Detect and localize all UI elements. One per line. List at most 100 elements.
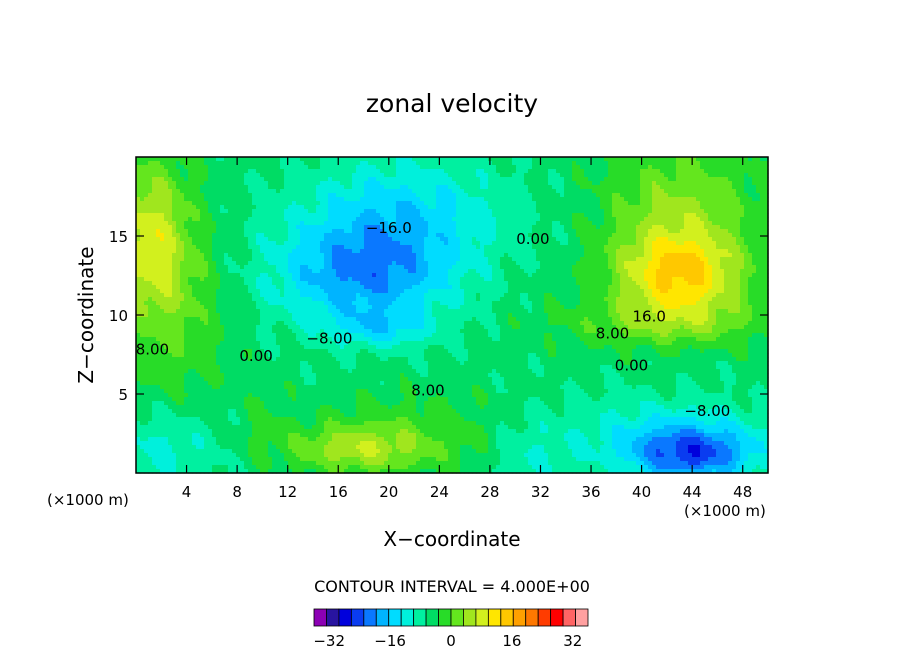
field-cell: [336, 389, 341, 394]
field-cell: [344, 365, 349, 370]
field-cell: [384, 381, 389, 386]
field-cell: [232, 273, 237, 278]
field-cell: [288, 257, 293, 262]
field-cell: [152, 413, 157, 418]
field-cell: [224, 425, 229, 430]
field-cell: [340, 245, 345, 250]
field-cell: [292, 233, 297, 238]
field-cell: [288, 365, 293, 370]
field-cell: [304, 461, 309, 466]
field-cell: [228, 221, 233, 226]
field-cell: [240, 421, 245, 426]
field-cell: [208, 253, 213, 258]
field-cell: [372, 193, 377, 198]
field-cell: [260, 185, 265, 190]
field-cell: [288, 281, 293, 286]
field-cell: [280, 333, 285, 338]
field-cell: [252, 469, 257, 474]
field-cell: [188, 345, 193, 350]
field-cell: [160, 257, 165, 262]
field-cell: [180, 353, 185, 358]
field-cell: [140, 445, 145, 450]
field-cell: [160, 201, 165, 206]
field-cell: [380, 221, 385, 226]
field-cell: [180, 265, 185, 270]
field-cell: [372, 201, 377, 206]
field-cell: [196, 289, 201, 294]
field-cell: [216, 253, 221, 258]
field-cell: [344, 237, 349, 242]
field-cell: [228, 409, 233, 414]
field-cell: [288, 333, 293, 338]
field-cell: [228, 193, 233, 198]
field-cell: [340, 157, 345, 162]
field-cell: [228, 369, 233, 374]
field-cell: [352, 377, 357, 382]
field-cell: [328, 313, 333, 318]
field-cell: [380, 193, 385, 198]
field-cell: [336, 321, 341, 326]
field-cell: [232, 257, 237, 262]
field-cell: [296, 349, 301, 354]
field-cell: [156, 161, 161, 166]
field-cell: [180, 193, 185, 198]
field-cell: [340, 389, 345, 394]
field-cell: [368, 293, 373, 298]
field-cell: [360, 377, 365, 382]
field-cell: [372, 157, 377, 162]
field-cell: [196, 417, 201, 422]
field-cell: [256, 237, 261, 242]
field-cell: [232, 301, 237, 306]
field-cell: [188, 433, 193, 438]
field-cell: [168, 409, 173, 414]
field-cell: [328, 449, 333, 454]
field-cell: [260, 449, 265, 454]
field-cell: [252, 297, 257, 302]
field-cell: [308, 373, 313, 378]
field-cell: [216, 241, 221, 246]
field-cell: [256, 269, 261, 274]
field-cell: [268, 345, 273, 350]
field-cell: [180, 157, 185, 162]
field-cell: [344, 205, 349, 210]
field-cell: [324, 369, 329, 374]
field-cell: [208, 297, 213, 302]
field-cell: [220, 169, 225, 174]
field-cell: [216, 169, 221, 174]
field-cell: [328, 253, 333, 258]
field-cell: [292, 161, 297, 166]
field-cell: [192, 293, 197, 298]
field-cell: [216, 413, 221, 418]
field-cell: [144, 281, 149, 286]
field-cell: [224, 449, 229, 454]
field-cell: [348, 401, 353, 406]
field-cell: [380, 421, 385, 426]
field-cell: [240, 261, 245, 266]
field-cell: [372, 389, 377, 394]
field-cell: [328, 249, 333, 254]
field-cell: [316, 173, 321, 178]
field-cell: [352, 225, 357, 230]
field-cell: [276, 157, 281, 162]
field-cell: [136, 285, 141, 290]
field-cell: [216, 181, 221, 186]
field-cell: [380, 317, 385, 322]
field-cell: [348, 313, 353, 318]
field-cell: [372, 213, 377, 218]
field-cell: [344, 245, 349, 250]
field-cell: [208, 197, 213, 202]
field-cell: [288, 213, 293, 218]
field-cell: [264, 433, 269, 438]
field-cell: [356, 185, 361, 190]
field-cell: [380, 369, 385, 374]
field-cell: [248, 297, 253, 302]
field-cell: [300, 453, 305, 458]
field-cell: [204, 385, 209, 390]
field-cell: [260, 193, 265, 198]
field-cell: [176, 181, 181, 186]
field-cell: [304, 453, 309, 458]
field-cell: [264, 333, 269, 338]
field-cell: [200, 261, 205, 266]
field-cell: [192, 389, 197, 394]
field-cell: [172, 213, 177, 218]
